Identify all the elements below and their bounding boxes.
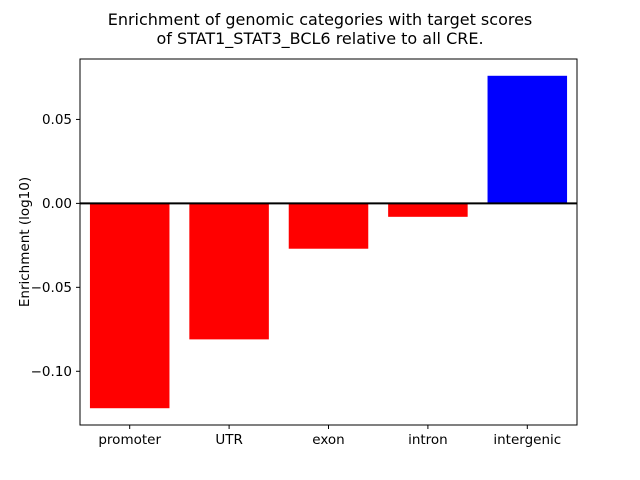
y-tick-label: 0.00: [42, 196, 72, 212]
bar-exon: [288, 203, 369, 249]
chart-title-line1: Enrichment of genomic categories with ta…: [107, 10, 533, 29]
chart-title: Enrichment of genomic categories with ta…: [0, 10, 640, 49]
y-tick-label: −0.05: [31, 280, 72, 296]
y-tick-label: 0.05: [42, 112, 72, 128]
bar-intergenic: [487, 75, 568, 204]
chart-title-line2: of STAT1_STAT3_BCL6 relative to all CRE.: [156, 28, 484, 48]
x-tick-label-exon: exon: [312, 432, 344, 448]
x-tick-label-promoter: promoter: [98, 432, 161, 448]
bar-UTR: [189, 203, 269, 340]
x-tick-label-intron: intron: [408, 432, 448, 448]
x-tick-label-UTR: UTR: [215, 432, 243, 448]
y-tick-label: −0.10: [31, 364, 72, 380]
bar-intron: [388, 203, 468, 217]
bar-promoter: [89, 203, 170, 409]
x-tick-label-intergenic: intergenic: [493, 432, 561, 448]
